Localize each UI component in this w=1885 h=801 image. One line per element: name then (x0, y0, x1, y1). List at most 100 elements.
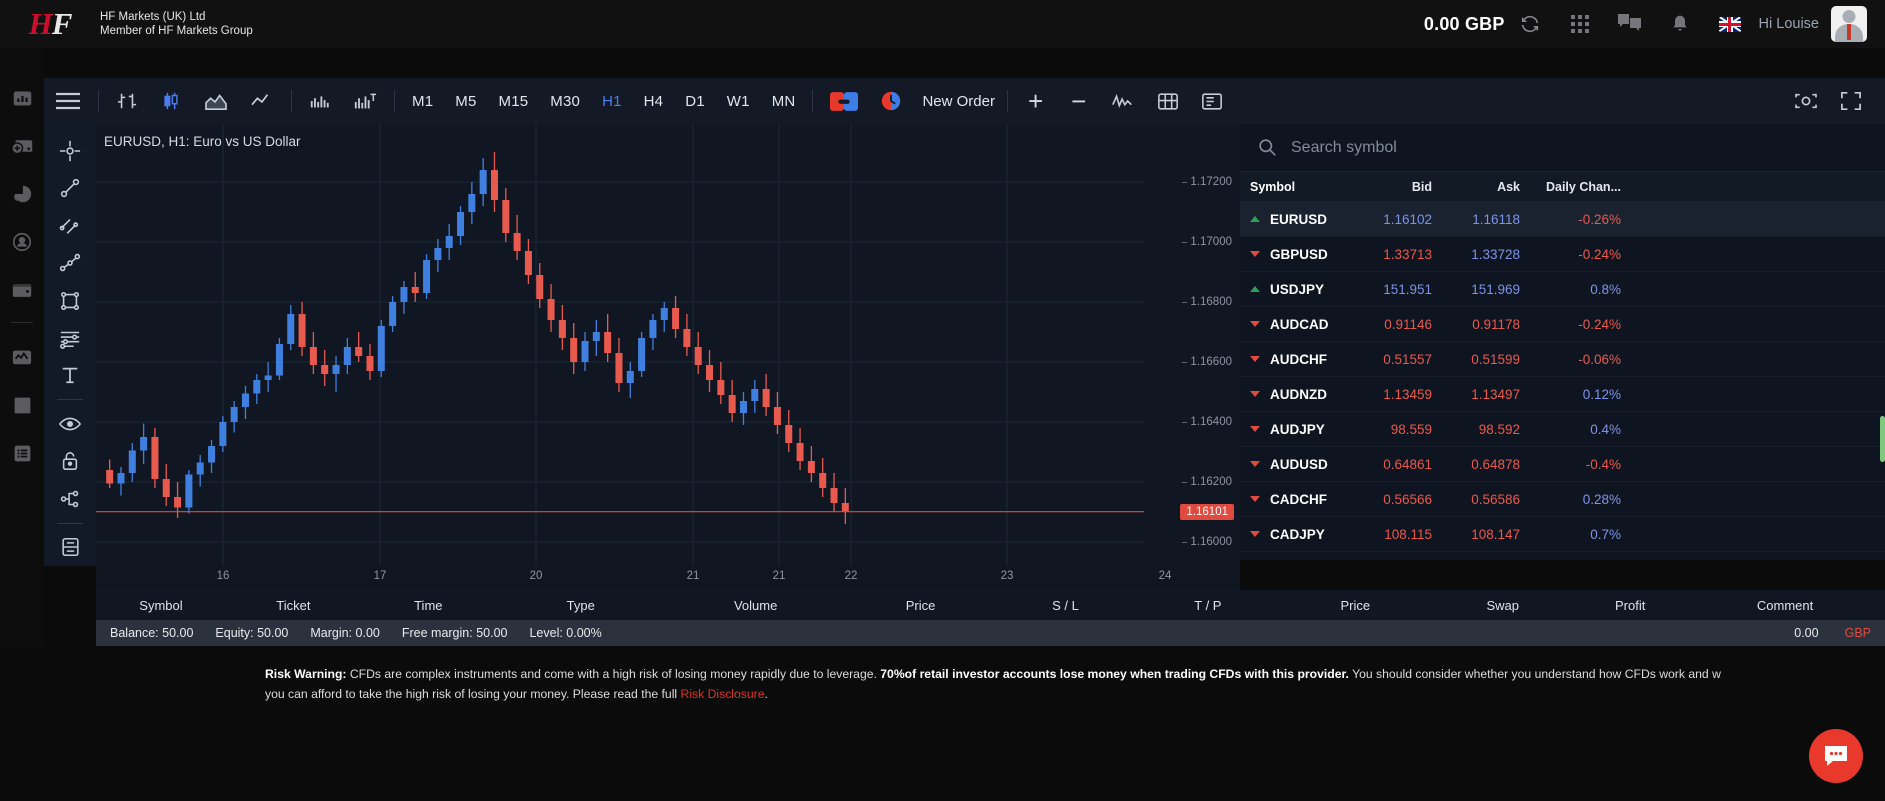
shape-rectangle-icon[interactable] (44, 282, 96, 319)
template-icon[interactable] (44, 529, 96, 566)
trendline-icon[interactable] (44, 169, 96, 206)
line-chart-type-icon[interactable] (239, 78, 285, 124)
hf-logo[interactable]: HF (0, 6, 100, 42)
uk-flag-icon[interactable] (1705, 0, 1755, 48)
ask-cell: 108.147 (1471, 526, 1520, 542)
tab-timeframe-m30[interactable]: M30 (550, 92, 581, 110)
symbol-cell: AUDCHF (1240, 352, 1340, 367)
sidebar-item-deposit[interactable] (0, 122, 44, 170)
time-tick: 21 (772, 570, 786, 582)
tab-timeframe-d1[interactable]: D1 (685, 92, 705, 110)
lock-icon[interactable] (44, 443, 96, 480)
table-row[interactable]: AUDNZD 1.13459 1.13497 0.12% (1240, 377, 1885, 412)
column-bid[interactable]: Bid (1411, 179, 1432, 194)
sidebar-item-history[interactable] (0, 429, 44, 477)
table-row[interactable]: EURUSD 1.16102 1.16118 -0.26% (1240, 202, 1885, 237)
new-order-button[interactable]: New Order (922, 92, 995, 110)
column-ask[interactable]: Ask (1497, 179, 1520, 194)
market-watch-rows: EURUSD 1.16102 1.16118 -0.26% GBPUSD 1.33713 1… (1240, 202, 1885, 552)
tab-timeframe-m5[interactable]: M5 (455, 92, 477, 110)
risk-disclosure-link[interactable]: Risk Disclosure (680, 687, 765, 701)
tab-timeframe-h4[interactable]: H4 (643, 92, 664, 110)
toolbar-divider-2 (291, 90, 292, 112)
fibonacci-levels-icon[interactable] (44, 319, 96, 356)
bid-cell: 1.33713 (1383, 246, 1432, 262)
positions-column[interactable]: Profit (1614, 597, 1646, 613)
positions-column[interactable]: Price (905, 597, 936, 613)
price-axis[interactable]: 1.17200 1.17000 1.16800 1.16600 1.16400 1.162… (1144, 124, 1240, 566)
sidebar-item-dashboard[interactable] (0, 74, 44, 122)
refresh-icon[interactable] (1505, 0, 1555, 48)
sidebar-item-platform[interactable] (0, 381, 44, 429)
symbol-cell: USDJPY (1240, 282, 1340, 297)
notification-bell-icon[interactable] (1655, 0, 1705, 48)
positions-column[interactable]: Symbol (139, 597, 183, 613)
tab-timeframe-m1[interactable]: M1 (412, 92, 434, 110)
positions-column[interactable]: Ticket (276, 597, 311, 613)
positions-column[interactable]: Swap (1486, 597, 1519, 613)
tab-timeframe-w1[interactable]: W1 (726, 92, 750, 110)
table-row[interactable]: CADJPY 108.115 108.147 0.7% (1240, 517, 1885, 552)
ask-cell: 151.969 (1471, 281, 1520, 297)
table-row[interactable]: USDJPY 151.951 151.969 0.8% (1240, 272, 1885, 307)
risk-warning-text-1: CFDs are complex instruments and come wi… (346, 667, 881, 681)
apps-grid-icon[interactable] (1555, 0, 1605, 48)
indicators-icon[interactable] (1100, 78, 1146, 124)
crosshair-icon[interactable] (44, 132, 96, 169)
fullscreen-icon[interactable] (1829, 78, 1873, 124)
table-row[interactable]: CADCHF 0.56566 0.56586 0.28% (1240, 482, 1885, 517)
positions-column[interactable]: Price (1340, 597, 1371, 613)
sidebar-item-wallet[interactable] (0, 266, 44, 314)
price-chart[interactable]: EURUSD, H1: Euro vs US Dollar (96, 124, 1240, 566)
sidebar-item-reports[interactable] (0, 170, 44, 218)
eye-visibility-icon[interactable] (44, 405, 96, 442)
avatar[interactable] (1831, 6, 1867, 42)
time-axis[interactable]: 16 17 20 21 21 22 23 24 (96, 566, 1240, 590)
positions-column[interactable]: T / P (1194, 597, 1222, 613)
polyline-icon[interactable] (44, 244, 96, 281)
candlestick-chart-type-icon[interactable] (149, 78, 193, 124)
table-row[interactable]: AUDCHF 0.51557 0.51599 -0.06% (1240, 342, 1885, 377)
status-level: Level: 0.00% (529, 626, 602, 640)
sidebar-item-profile[interactable] (0, 218, 44, 266)
sidebar-item-trade[interactable] (0, 333, 44, 381)
pending-order-clock-icon[interactable] (869, 78, 913, 124)
side-panel-icon[interactable] (1190, 78, 1234, 124)
symbol-cell: AUDJPY (1240, 422, 1340, 437)
chat-bubbles-icon[interactable] (1605, 0, 1655, 48)
table-row[interactable]: GBPUSD 1.33713 1.33728 -0.24% (1240, 237, 1885, 272)
area-chart-type-icon[interactable] (193, 78, 239, 124)
search-input[interactable]: Search symbol (1240, 124, 1885, 172)
zoom-in-button[interactable]: + (1027, 86, 1044, 116)
objects-grid-icon[interactable] (1146, 78, 1190, 124)
text-tool-icon[interactable] (44, 357, 96, 394)
one-click-trading-icon[interactable] (819, 78, 869, 124)
bar-chart-type-icon[interactable] (105, 78, 149, 124)
hamburger-menu-icon[interactable] (44, 78, 92, 124)
tab-timeframe-m15[interactable]: M15 (498, 92, 529, 110)
column-daily-change[interactable]: Daily Chan... (1545, 179, 1621, 194)
object-tree-icon[interactable] (44, 480, 96, 517)
bid-cell: 1.16102 (1383, 211, 1432, 227)
ask-cell: 0.51599 (1471, 351, 1520, 367)
live-chat-button[interactable] (1809, 729, 1863, 783)
change-cell: 0.8% (1590, 281, 1621, 297)
tab-timeframe-mn[interactable]: MN (771, 92, 796, 110)
table-row[interactable]: AUDJPY 98.559 98.592 0.4% (1240, 412, 1885, 447)
tab-timeframe-h1[interactable]: H1 (602, 92, 622, 110)
positions-column[interactable]: Volume (733, 597, 778, 613)
direction-down-icon (1250, 496, 1260, 502)
zoom-out-button[interactable]: − (1071, 86, 1087, 116)
positions-column[interactable]: S / L (1052, 597, 1079, 613)
positions-column[interactable]: Comment (1756, 597, 1814, 613)
table-row[interactable]: AUDUSD 0.64861 0.64878 -0.4% (1240, 447, 1885, 482)
volume-ticks-icon[interactable] (342, 78, 388, 124)
parallel-channel-icon[interactable] (44, 207, 96, 244)
positions-column[interactable]: Type (566, 597, 595, 613)
market-watch-scrollbar[interactable] (1880, 416, 1885, 462)
table-row[interactable]: AUDCAD 0.91146 0.91178 -0.24% (1240, 307, 1885, 342)
column-symbol[interactable]: Symbol (1250, 179, 1296, 194)
positions-column[interactable]: Time (414, 597, 443, 613)
snapshot-camera-icon[interactable] (1783, 78, 1829, 124)
volume-bars-icon[interactable] (298, 78, 342, 124)
